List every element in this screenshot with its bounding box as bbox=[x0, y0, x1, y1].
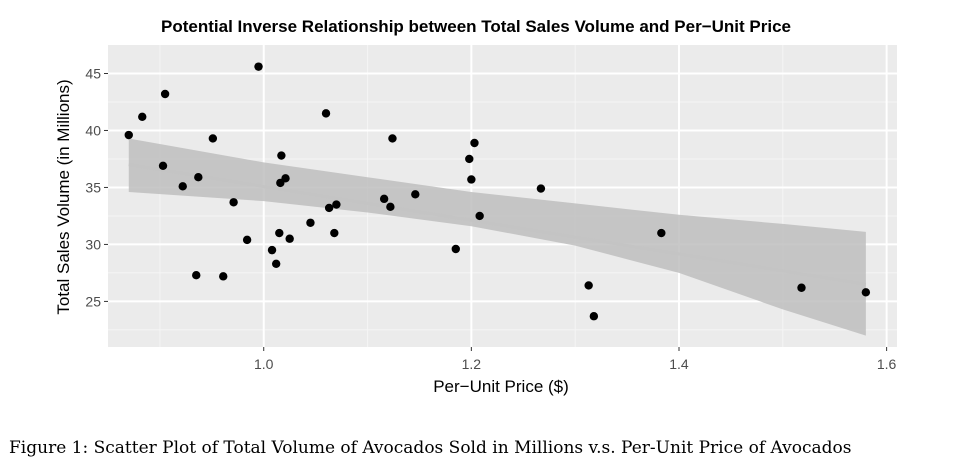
y-tick-label: 30 bbox=[85, 236, 101, 252]
y-tick-label: 45 bbox=[85, 65, 101, 81]
data-point bbox=[275, 228, 284, 238]
data-point bbox=[271, 259, 281, 269]
data-point bbox=[194, 172, 203, 182]
data-point bbox=[861, 288, 871, 297]
data-point bbox=[321, 109, 331, 118]
y-tick-label: 25 bbox=[85, 293, 101, 309]
y-tick-label: 40 bbox=[85, 122, 101, 138]
data-point bbox=[158, 161, 168, 170]
confidence-band bbox=[128, 138, 866, 336]
data-point bbox=[242, 235, 252, 245]
data-point bbox=[589, 312, 599, 321]
x-axis-ticks: 1.0 1.2 1.4 1.6 bbox=[254, 347, 897, 372]
data-point bbox=[584, 281, 593, 290]
data-point bbox=[277, 151, 286, 160]
chart-title: Potential Inverse Relationship between T… bbox=[161, 17, 791, 36]
data-point bbox=[178, 182, 187, 191]
data-point bbox=[536, 184, 546, 193]
data-point bbox=[332, 200, 341, 209]
x-tick-label: 1.4 bbox=[669, 356, 689, 372]
data-point bbox=[160, 89, 170, 99]
data-point bbox=[467, 175, 476, 184]
x-axis-label: Per−Unit Price ($) bbox=[433, 377, 569, 396]
x-tick-label: 1.0 bbox=[254, 356, 274, 372]
x-tick-label: 1.6 bbox=[877, 356, 897, 372]
data-point bbox=[411, 190, 420, 199]
data-point bbox=[465, 154, 474, 164]
trend-line bbox=[128, 163, 867, 286]
data-point bbox=[388, 134, 397, 143]
data-point bbox=[386, 202, 395, 212]
data-point bbox=[475, 211, 484, 221]
data-point bbox=[138, 112, 147, 121]
scatter-chart: Potential Inverse Relationship between T… bbox=[54, 17, 897, 396]
data-point bbox=[192, 271, 201, 280]
x-tick-label: 1.2 bbox=[462, 356, 482, 372]
data-point bbox=[254, 62, 263, 71]
data-point bbox=[657, 228, 666, 238]
data-point bbox=[208, 134, 218, 143]
figure-caption: Figure 1: Scatter Plot of Total Volume o… bbox=[9, 438, 852, 458]
data-point bbox=[451, 244, 460, 254]
data-point bbox=[306, 218, 315, 227]
data-point bbox=[281, 174, 290, 183]
y-axis-label: Total Sales Volume (in Millions) bbox=[54, 79, 73, 314]
data-point bbox=[324, 203, 334, 213]
data-point bbox=[229, 198, 238, 207]
data-point bbox=[379, 194, 389, 204]
data-point bbox=[219, 272, 228, 281]
data-point bbox=[470, 138, 479, 148]
data-points bbox=[124, 62, 871, 321]
data-point bbox=[285, 234, 294, 243]
y-axis-ticks: 25 30 35 40 45 bbox=[85, 65, 108, 309]
data-point bbox=[267, 245, 277, 255]
y-tick-label: 35 bbox=[85, 179, 101, 195]
data-point bbox=[330, 228, 339, 238]
data-point bbox=[124, 130, 133, 140]
data-point bbox=[797, 283, 806, 292]
